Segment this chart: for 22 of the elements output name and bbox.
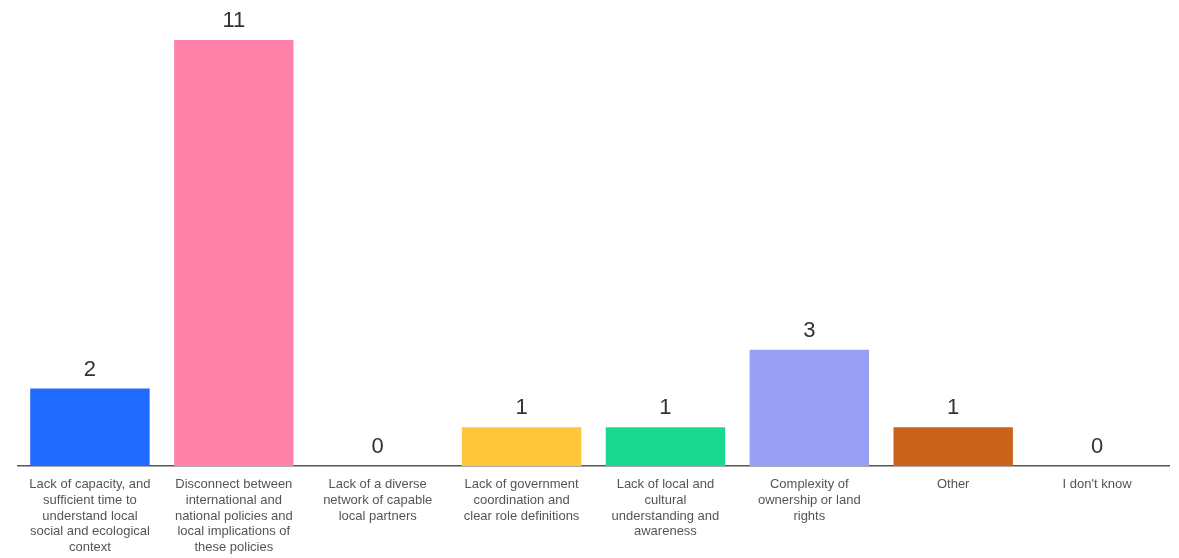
x-tick-label: Disconnect between international and national policies and local implications of these policies [174,476,293,554]
bar [893,427,1013,466]
bar [174,40,294,466]
data-label: 3 [803,316,816,342]
x-tick-label: Other [936,476,971,492]
data-label: 0 [1090,433,1104,459]
x-tick-label: Lack of government coordination and clear role definitions [463,476,580,523]
data-label: 2 [83,355,97,381]
data-label: 1 [947,394,960,420]
x-tick-label: I don't know [1062,476,1133,492]
bar [461,427,582,466]
data-label: 11 [222,7,246,33]
data-label: 1 [515,394,528,420]
bar [30,388,150,466]
bar [749,349,870,466]
x-tick-label: Lack of a diverse network of capable local partners [323,476,433,523]
bar [605,427,726,466]
data-label: 1 [659,394,672,420]
x-tick-label: Lack of capacity, and sufficient time to understand local social and ecological context [29,476,151,554]
x-tick-label: Lack of local and cultural understanding and awareness [611,476,720,539]
x-tick-label: Complexity of ownership or land rights [758,476,861,523]
data-label: 0 [371,433,384,459]
